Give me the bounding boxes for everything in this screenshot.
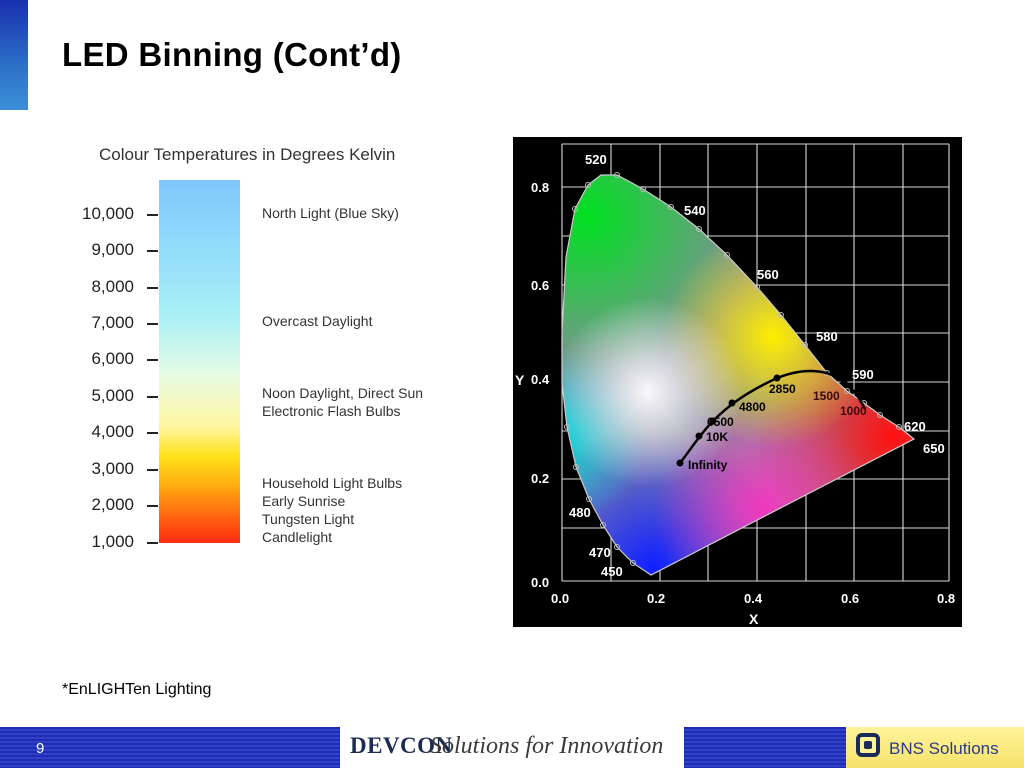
kelvin-tick-mark (147, 214, 158, 216)
y-axis-label: Y (515, 372, 525, 388)
planck-label-6500: 6500 (707, 415, 734, 429)
kelvin-tick-label: 1,000 (91, 532, 134, 551)
kelvin-tick: 7,000 (60, 313, 160, 333)
kelvin-tick: 2,000 (60, 495, 160, 515)
wavelength-label-450: 450 (601, 564, 623, 579)
cie-diagram-svg: Infinity 10K 6500 4800 2850 1500 1000 52… (515, 143, 955, 627)
source-footnote: *EnLIGHTen Lighting (62, 681, 212, 698)
planck-label-1500: 1500 (813, 389, 840, 403)
kelvin-tick-mark (147, 432, 158, 434)
planck-label-4800: 4800 (739, 400, 766, 414)
kelvin-tick-mark (147, 542, 158, 544)
kelvin-tick-mark (147, 469, 158, 471)
description-line: Early Sunrise (262, 493, 346, 509)
planck-label-infinity: Infinity (688, 458, 728, 472)
kelvin-scale-heading: Colour Temperatures in Degrees Kelvin (99, 145, 396, 164)
kelvin-tick-label: 6,000 (91, 349, 134, 368)
title-accent-bar (0, 0, 28, 110)
wavelength-label-590: 590 (852, 367, 874, 382)
description-line: North Light (Blue Sky) (262, 205, 399, 221)
planck-point-2850 (773, 374, 781, 382)
cie-chromaticity-diagram: Infinity 10K 6500 4800 2850 1500 1000 52… (513, 137, 962, 627)
wavelength-label-540: 540 (684, 203, 706, 218)
kelvin-tick: 10,000 (60, 204, 160, 224)
y-tick-0.0: 0.0 (531, 575, 549, 590)
planck-point-1500 (840, 378, 848, 386)
planck-label-1000: 1000 (840, 404, 867, 418)
wavelength-label-470: 470 (589, 545, 611, 560)
page-number: 9 (36, 740, 45, 757)
wavelength-label-480: 480 (569, 505, 591, 520)
kelvin-tick: 1,000 (60, 532, 160, 552)
kelvin-description-north-light: North Light (Blue Sky) (262, 204, 399, 222)
planckian-locus-points (676, 374, 848, 467)
y-tick-0.2: 0.2 (531, 471, 549, 486)
kelvin-tick-label: 5,000 (91, 386, 134, 405)
x-tick-0.2: 0.2 (647, 591, 665, 606)
x-tick-0.8: 0.8 (937, 591, 955, 606)
x-tick-0.0: 0.0 (551, 591, 569, 606)
kelvin-tick-mark (147, 287, 158, 289)
kelvin-description-overcast: Overcast Daylight (262, 312, 372, 330)
devcon-logo: DEVCON (350, 733, 453, 758)
kelvin-tick: 4,000 (60, 422, 160, 442)
kelvin-tick-mark (147, 323, 158, 325)
wavelength-label-580: 580 (816, 329, 838, 344)
kelvin-description-noon-daylight: Noon Daylight, Direct Sun Electronic Fla… (262, 384, 423, 420)
footer-blue-band-left (0, 727, 340, 768)
kelvin-tick-label: 3,000 (91, 459, 134, 478)
kelvin-tick-label: 7,000 (91, 313, 134, 332)
x-axis-label: X (749, 611, 759, 627)
planck-point-6500 (709, 417, 717, 425)
kelvin-gradient-bar (159, 180, 240, 543)
slide-title: LED Binning (Cont’d) (62, 36, 402, 73)
y-tick-0.6: 0.6 (531, 278, 549, 293)
kelvin-tick: 8,000 (60, 277, 160, 297)
planck-point-10k (695, 432, 703, 440)
kelvin-tick-mark (147, 505, 158, 507)
kelvin-tick: 9,000 (60, 240, 160, 260)
kelvin-tick-mark (147, 359, 158, 361)
wavelength-label-650: 650 (923, 441, 945, 456)
devcon-strip (340, 727, 684, 768)
planck-label-2850: 2850 (769, 382, 796, 396)
wavelength-label-620: 620 (904, 419, 926, 434)
kelvin-tick-label: 4,000 (91, 422, 134, 441)
kelvin-tick: 5,000 (60, 386, 160, 406)
kelvin-tick-mark (147, 396, 158, 398)
y-tick-0.4: 0.4 (531, 372, 550, 387)
planck-label-10k: 10K (706, 430, 728, 444)
description-line: Overcast Daylight (262, 313, 373, 329)
description-line: Noon Daylight, Direct Sun (262, 385, 424, 401)
kelvin-tick-label: 10,000 (82, 204, 134, 223)
description-line: Tungsten Light (262, 511, 355, 527)
planck-point-4800 (728, 399, 736, 407)
x-tick-0.6: 0.6 (841, 591, 859, 606)
devcon-tagline: Solutions for Innovation (430, 733, 664, 759)
planck-point-infinity (676, 459, 684, 467)
wavelength-label-520: 520 (585, 152, 607, 167)
kelvin-tick: 3,000 (60, 459, 160, 479)
y-tick-0.8: 0.8 (531, 180, 549, 195)
wavelength-label-560: 560 (757, 267, 779, 282)
description-line: Household Light Bulbs (262, 475, 403, 491)
kelvin-tick-mark (147, 250, 158, 252)
bns-logo-text: BNS Solutions (889, 739, 999, 758)
kelvin-tick-label: 9,000 (91, 240, 134, 259)
kelvin-tick-label: 8,000 (91, 277, 134, 296)
description-line: Electronic Flash Bulbs (262, 403, 401, 419)
kelvin-tick: 6,000 (60, 349, 160, 369)
bns-logo-icon (856, 733, 880, 757)
kelvin-tick-label: 2,000 (91, 495, 134, 514)
kelvin-description-household: Household Light Bulbs Early Sunrise Tung… (262, 474, 402, 546)
description-line: Candlelight (262, 529, 333, 545)
footer-blue-band-right (684, 727, 846, 768)
x-tick-0.4: 0.4 (744, 591, 763, 606)
